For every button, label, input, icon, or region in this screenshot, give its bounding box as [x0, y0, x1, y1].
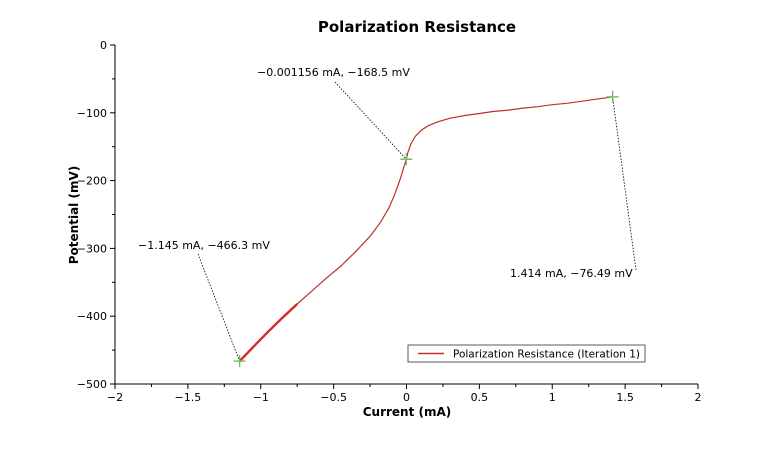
x-tick-label: 1	[549, 391, 556, 404]
x-tick-label: −1	[253, 391, 269, 404]
legend-label: Polarization Resistance (Iteration 1)	[453, 349, 640, 361]
legend-box	[407, 344, 646, 363]
y-axis-label: Potential (mV)	[67, 166, 81, 264]
x-tick-label: 1.5	[616, 391, 634, 404]
chart-title: Polarization Resistance	[318, 18, 516, 36]
plot-area: 0 −100 −200 −300 −400 −500−2 −1.5 −1 −0.5 0 0.5 1 1.…	[77, 39, 702, 404]
annotation-leader	[612, 96, 637, 271]
series-line	[239, 96, 613, 362]
x-tick-label: 0	[403, 391, 410, 404]
annotation-label: −0.001156 mA, −168.5 mV	[257, 66, 410, 79]
annotation-leader	[334, 81, 407, 160]
x-tick-label: 2	[695, 391, 702, 404]
annotation-label: 1.414 mA, −76.49 mV	[510, 267, 633, 280]
annotation-label: −1.145 mA, −466.3 mV	[138, 239, 270, 252]
x-tick-label: 0.5	[471, 391, 489, 404]
y-tick-label: −300	[77, 242, 107, 255]
y-tick-label: −500	[77, 378, 107, 391]
y-tick-label: −100	[77, 107, 107, 120]
annotation-leader	[197, 253, 240, 362]
x-axis-label: Current (mA)	[363, 405, 452, 419]
y-tick-label: 0	[100, 39, 107, 52]
x-tick-label: −1.5	[175, 391, 202, 404]
x-tick-label: −2	[107, 391, 123, 404]
series-line-noise	[238, 303, 299, 363]
y-tick-label: −400	[77, 310, 107, 323]
y-tick-label: −200	[77, 175, 107, 188]
x-tick-label: −0.5	[320, 391, 347, 404]
